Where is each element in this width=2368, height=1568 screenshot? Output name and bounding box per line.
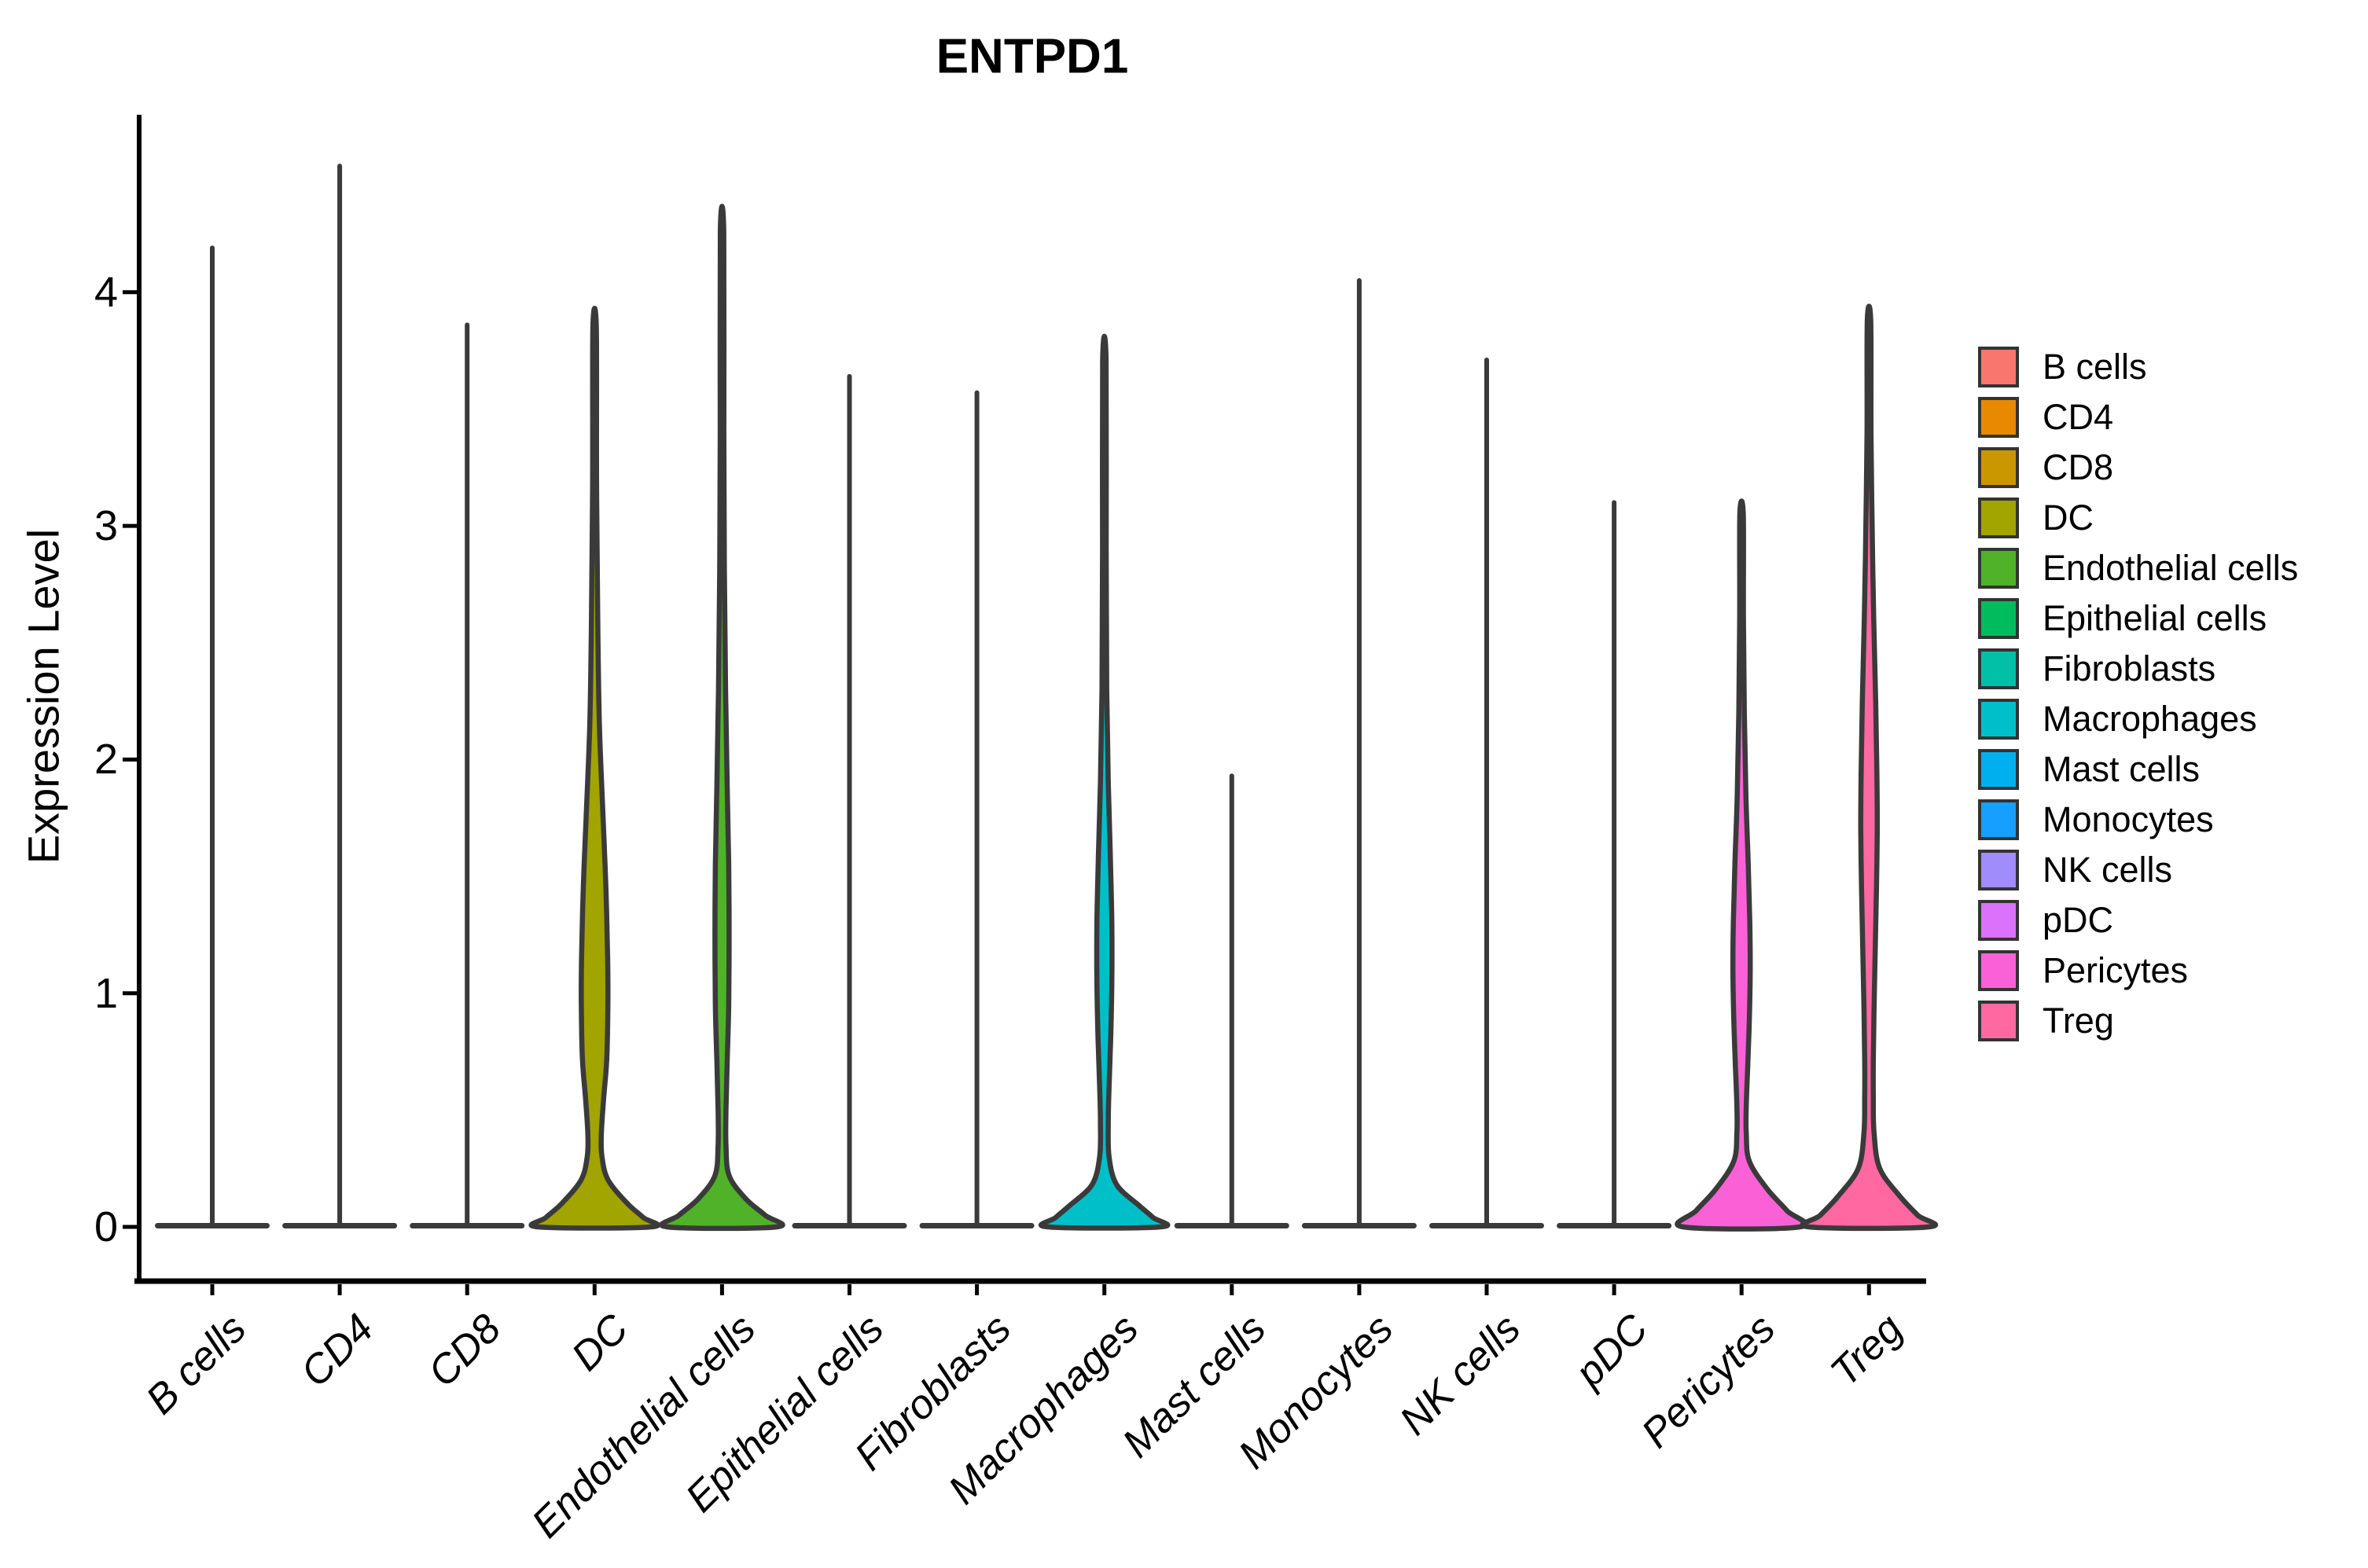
violin-flat-base <box>410 1223 525 1228</box>
legend-item: Mast cells <box>1978 749 2298 790</box>
legend-swatch <box>1978 598 2019 639</box>
legend-label: Epithelial cells <box>2043 598 2267 638</box>
violin-flat-base <box>792 1223 907 1228</box>
legend-swatch <box>1978 447 2019 488</box>
legend-item: B cells <box>1978 347 2298 387</box>
violin-body <box>1675 498 1809 1232</box>
y-tick-label: 4 <box>94 268 118 316</box>
legend-swatch <box>1978 498 2019 538</box>
violin-flat-base <box>1174 1223 1289 1228</box>
legend-swatch <box>1978 648 2019 689</box>
legend-swatch <box>1978 900 2019 941</box>
violins-group <box>155 163 1939 1232</box>
axes-group <box>123 115 1926 1295</box>
violin-flat-base <box>282 1223 398 1228</box>
legend-swatch <box>1978 850 2019 890</box>
legend-swatch <box>1978 699 2019 740</box>
legend-label: CD4 <box>2043 397 2114 437</box>
legend-label: Endothelial cells <box>2043 548 2299 588</box>
legend-label: NK cells <box>2043 850 2173 890</box>
legend-swatch <box>1978 347 2019 387</box>
legend-label: B cells <box>2043 347 2147 387</box>
legend-item: CD4 <box>1978 397 2298 438</box>
legend-item: NK cells <box>1978 850 2298 890</box>
legend-item: Macrophages <box>1978 699 2298 740</box>
legend-item: Epithelial cells <box>1978 598 2298 639</box>
y-tick-label: 1 <box>94 969 118 1017</box>
legend-item: Fibroblasts <box>1978 648 2298 689</box>
violin-body <box>1038 333 1171 1231</box>
violin-flat-base <box>1301 1223 1417 1228</box>
legend-label: DC <box>2043 498 2094 538</box>
legend: B cells CD4 CD8 DC Endothelial cells Epitheli… <box>1978 347 2298 1051</box>
y-tick-label: 0 <box>94 1203 118 1250</box>
legend-swatch <box>1978 749 2019 790</box>
violin-flat-base <box>919 1223 1035 1228</box>
violin-flat-base <box>1557 1223 1672 1228</box>
legend-item: pDC <box>1978 900 2298 941</box>
legend-swatch <box>1978 799 2019 840</box>
legend-label: Pericytes <box>2043 950 2189 990</box>
legend-item: Endothelial cells <box>1978 548 2298 589</box>
chart-title: ENTPD1 <box>936 29 1129 84</box>
violin-flat-base <box>155 1223 270 1228</box>
legend-item: Treg <box>1978 1001 2298 1041</box>
legend-label: Macrophages <box>2043 699 2257 739</box>
legend-item: Monocytes <box>1978 799 2298 840</box>
violin-body <box>1800 303 1939 1232</box>
violin-flat-base <box>1429 1223 1544 1228</box>
legend-label: Mast cells <box>2043 749 2201 789</box>
legend-item: CD8 <box>1978 447 2298 488</box>
legend-swatch <box>1978 397 2019 438</box>
y-tick-label: 2 <box>94 736 118 784</box>
legend-label: CD8 <box>2043 447 2114 487</box>
legend-label: Monocytes <box>2043 799 2214 839</box>
legend-item: DC <box>1978 498 2298 538</box>
violin-body <box>659 204 785 1232</box>
y-tick-label: 3 <box>94 502 118 550</box>
violin-body <box>528 306 661 1231</box>
legend-swatch <box>1978 548 2019 589</box>
legend-swatch <box>1978 1001 2019 1041</box>
legend-label: pDC <box>2043 900 2114 940</box>
legend-label: Treg <box>2043 1001 2114 1041</box>
legend-swatch <box>1978 950 2019 991</box>
legend-item: Pericytes <box>1978 950 2298 991</box>
legend-label: Fibroblasts <box>2043 648 2216 689</box>
